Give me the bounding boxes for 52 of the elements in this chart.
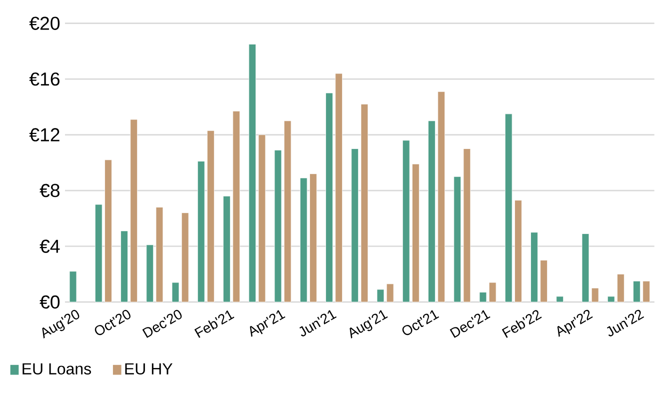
bar: [351, 148, 359, 302]
bar: [412, 164, 420, 302]
bar: [386, 284, 394, 302]
bar: [207, 130, 214, 302]
bar: [156, 207, 164, 302]
bar: [146, 244, 154, 302]
bar: [540, 260, 548, 302]
legend-label: EU HY: [125, 363, 172, 374]
bar: [223, 196, 230, 302]
bar: [463, 148, 471, 302]
y-tick-label: €0: [40, 295, 60, 309]
bar: [69, 271, 77, 302]
bar: [300, 178, 308, 302]
bar: [376, 289, 384, 302]
bar: [633, 280, 640, 302]
y-tick-label: €8: [40, 184, 60, 198]
bar: [607, 296, 615, 302]
bar: [530, 232, 538, 302]
bar: [284, 120, 292, 302]
y-tick-label: €4: [40, 240, 60, 253]
bar: [172, 282, 180, 302]
bar: [402, 140, 410, 302]
bar: [197, 161, 205, 302]
bar: [582, 234, 590, 302]
bar: [310, 174, 317, 302]
bar: [591, 288, 599, 302]
bar: [274, 150, 282, 302]
bar: [438, 91, 446, 302]
bar: [258, 134, 266, 302]
bar: [248, 44, 256, 302]
bar: [130, 119, 138, 302]
bar: [326, 92, 333, 302]
bar: [454, 176, 462, 302]
bar: [479, 292, 487, 302]
bar: [617, 274, 624, 302]
bar: [360, 104, 368, 302]
bar: [642, 280, 650, 302]
bar: [514, 200, 522, 302]
bar: [181, 212, 189, 302]
bar: [104, 160, 112, 302]
legend-label: EU Loans: [22, 363, 92, 374]
bar: [120, 230, 128, 302]
bar: [556, 296, 564, 302]
y-tick-label: €16: [29, 72, 60, 86]
y-tick-label: €20: [29, 16, 60, 30]
bar: [504, 114, 512, 302]
y-tick-label: €12: [29, 128, 60, 142]
bar: [335, 73, 343, 302]
bar: [428, 120, 436, 302]
bar: [94, 204, 102, 302]
bar: [488, 282, 496, 302]
bar: [232, 110, 240, 302]
